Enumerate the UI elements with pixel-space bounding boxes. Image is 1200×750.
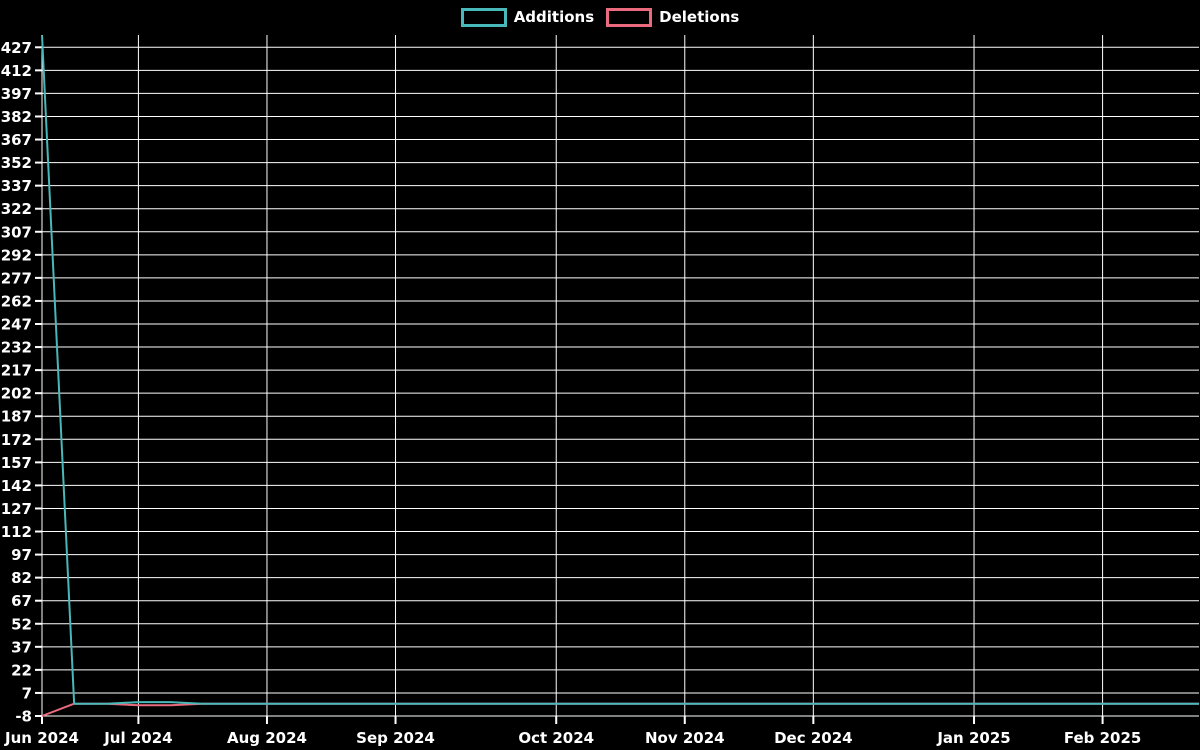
y-tick-label: 22	[11, 661, 32, 679]
y-tick-label: 142	[1, 477, 32, 495]
y-tick-label: 187	[1, 408, 32, 426]
y-tick-label: 292	[1, 246, 32, 264]
y-tick-label: 262	[1, 292, 32, 310]
y-tick-label: 247	[1, 316, 32, 334]
legend-label-deletions: Deletions	[659, 8, 740, 26]
x-tick-label: Jul 2024	[103, 729, 172, 747]
y-tick-label: 307	[1, 223, 32, 241]
deletions-swatch-icon	[606, 7, 653, 27]
y-tick-label: 367	[1, 131, 32, 149]
y-tick-label: 127	[1, 500, 32, 518]
y-tick-label: 427	[1, 39, 32, 57]
chart-legend: Additions Deletions	[0, 7, 1200, 27]
x-tick-label: Dec 2024	[774, 729, 853, 747]
y-tick-label: 337	[1, 177, 32, 195]
y-tick-label: 82	[11, 569, 32, 587]
x-tick-label: Sep 2024	[356, 729, 435, 747]
x-tick-label: Feb 2025	[1064, 729, 1142, 747]
legend-item-additions[interactable]: Additions	[460, 7, 595, 27]
y-tick-label: 52	[11, 615, 32, 633]
x-tick-label: Aug 2024	[227, 729, 307, 747]
y-tick-label: 382	[1, 108, 32, 126]
x-tick-label: Jan 2025	[936, 729, 1010, 747]
legend-label-additions: Additions	[513, 8, 595, 26]
y-tick-label: 232	[1, 339, 32, 357]
x-tick-label: Jun 2024	[4, 729, 79, 747]
deletions-line	[41, 702, 1199, 717]
additions-swatch-icon	[460, 7, 507, 27]
y-tick-label: 217	[1, 362, 32, 380]
x-tick-label: Oct 2024	[518, 729, 594, 747]
y-tick-label: 157	[1, 454, 32, 472]
y-tick-label: 172	[1, 431, 32, 449]
additions-line	[41, 34, 1199, 705]
y-tick-label: 97	[11, 546, 32, 564]
y-tick-label: 202	[1, 385, 32, 403]
y-tick-label: 7	[22, 684, 32, 702]
y-tick-label: 112	[1, 523, 32, 541]
legend-item-deletions[interactable]: Deletions	[606, 7, 739, 27]
y-tick-label: -8	[15, 708, 32, 726]
x-tick-label: Nov 2024	[645, 729, 725, 747]
y-tick-label: 37	[11, 638, 32, 656]
y-tick-label: 412	[1, 62, 32, 80]
y-tick-label: 67	[11, 592, 32, 610]
y-tick-label: 397	[1, 85, 32, 103]
y-tick-label: 352	[1, 154, 32, 172]
y-tick-label: 277	[1, 269, 32, 287]
y-tick-label: 322	[1, 200, 32, 218]
